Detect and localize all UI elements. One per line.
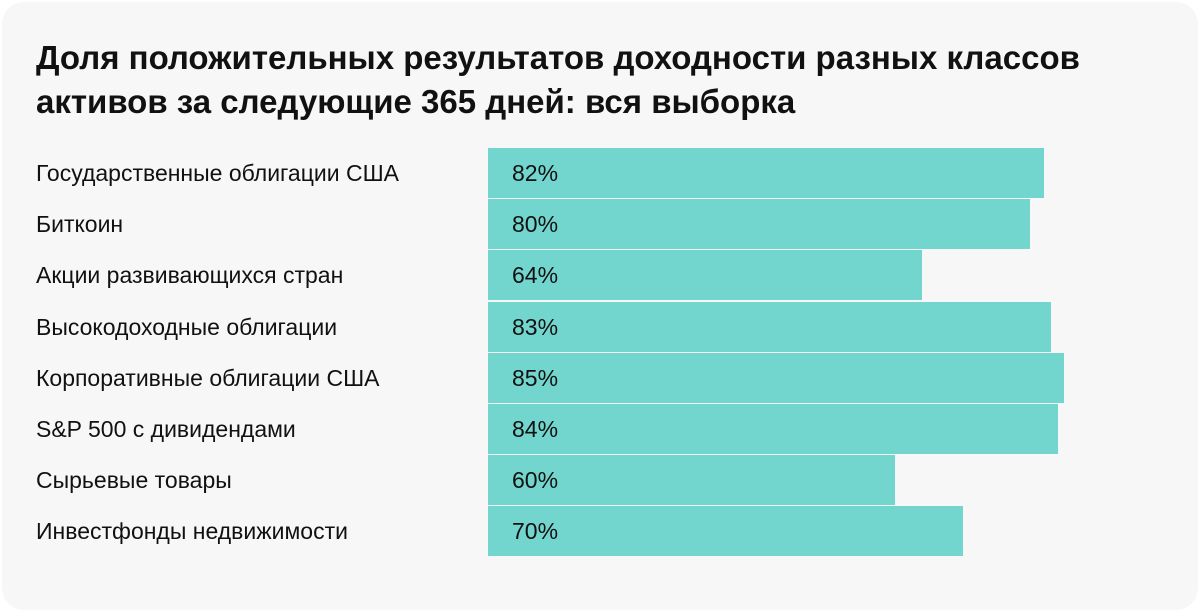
bar-row: Государственные облигации США 82%	[2, 148, 1200, 198]
bar-row: Корпоративные облигации США 85%	[2, 352, 1200, 403]
category-label: Государственные облигации США	[36, 160, 400, 186]
bar	[488, 404, 1058, 454]
category-label: Сырьевые товары	[36, 467, 232, 494]
bar-row: Высокодоходные облигации 83%	[2, 301, 1200, 352]
category-label: Корпоративные облигации США	[36, 364, 380, 391]
bar	[488, 148, 1044, 198]
bar-row: Биткоин 80%	[2, 199, 1200, 250]
value-label: 84%	[512, 416, 559, 442]
value-label: 70%	[512, 518, 559, 545]
bar-row: S&P 500 с дивидендами 84%	[2, 404, 1200, 454]
value-label: 80%	[512, 211, 559, 238]
bar-row: Акции развивающихся стран 64%	[2, 250, 1200, 301]
category-label: Инвестфонды недвижимости	[36, 518, 348, 545]
value-label: 64%	[512, 262, 559, 289]
category-label: Акции развивающихся стран	[36, 262, 344, 289]
value-label: 85%	[512, 364, 559, 391]
category-label: Высокодоходные облигации	[36, 313, 338, 340]
bar	[488, 455, 895, 506]
value-label: 60%	[512, 467, 559, 494]
bar	[488, 506, 963, 557]
chart-title: Доля положительных результатов доходност…	[36, 39, 1080, 120]
category-label: S&P 500 с дивидендами	[36, 416, 296, 442]
bar	[488, 199, 1031, 250]
value-label: 82%	[512, 160, 559, 186]
bar-row: Сырьевые товары 60%	[2, 455, 1200, 506]
category-label: Биткоин	[36, 211, 124, 238]
value-label: 83%	[512, 313, 559, 340]
bar	[488, 301, 1051, 352]
bar-row: Инвестфонды недвижимости 70%	[2, 506, 1200, 557]
bar	[488, 250, 922, 301]
bar	[488, 352, 1065, 403]
